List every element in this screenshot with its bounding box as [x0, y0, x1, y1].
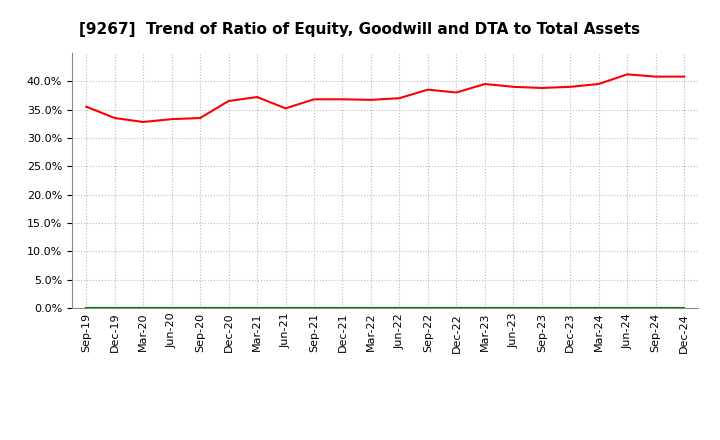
- Deferred Tax Assets: [110, 305, 119, 311]
- Equity: [82, 104, 91, 109]
- Line: Equity: Equity: [86, 74, 684, 122]
- Equity: [566, 84, 575, 89]
- Equity: [680, 74, 688, 79]
- Deferred Tax Assets: [537, 305, 546, 311]
- Goodwill: [566, 305, 575, 311]
- Goodwill: [338, 305, 347, 311]
- Goodwill: [139, 305, 148, 311]
- Goodwill: [595, 305, 603, 311]
- Text: [9267]  Trend of Ratio of Equity, Goodwill and DTA to Total Assets: [9267] Trend of Ratio of Equity, Goodwil…: [79, 22, 641, 37]
- Goodwill: [110, 305, 119, 311]
- Deferred Tax Assets: [652, 305, 660, 311]
- Goodwill: [225, 305, 233, 311]
- Deferred Tax Assets: [480, 305, 489, 311]
- Equity: [652, 74, 660, 79]
- Goodwill: [652, 305, 660, 311]
- Equity: [338, 97, 347, 102]
- Equity: [480, 81, 489, 87]
- Equity: [509, 84, 518, 89]
- Deferred Tax Assets: [395, 305, 404, 311]
- Equity: [282, 106, 290, 111]
- Deferred Tax Assets: [423, 305, 432, 311]
- Equity: [537, 85, 546, 91]
- Deferred Tax Assets: [253, 305, 261, 311]
- Deferred Tax Assets: [338, 305, 347, 311]
- Equity: [139, 119, 148, 125]
- Goodwill: [452, 305, 461, 311]
- Deferred Tax Assets: [623, 305, 631, 311]
- Deferred Tax Assets: [282, 305, 290, 311]
- Goodwill: [480, 305, 489, 311]
- Deferred Tax Assets: [595, 305, 603, 311]
- Equity: [595, 81, 603, 87]
- Equity: [366, 97, 375, 103]
- Goodwill: [310, 305, 318, 311]
- Equity: [395, 95, 404, 101]
- Equity: [423, 87, 432, 92]
- Deferred Tax Assets: [167, 305, 176, 311]
- Goodwill: [423, 305, 432, 311]
- Equity: [196, 115, 204, 121]
- Goodwill: [167, 305, 176, 311]
- Deferred Tax Assets: [196, 305, 204, 311]
- Goodwill: [395, 305, 404, 311]
- Goodwill: [623, 305, 631, 311]
- Equity: [253, 95, 261, 100]
- Equity: [167, 117, 176, 122]
- Equity: [623, 72, 631, 77]
- Goodwill: [82, 305, 91, 311]
- Goodwill: [537, 305, 546, 311]
- Goodwill: [366, 305, 375, 311]
- Goodwill: [509, 305, 518, 311]
- Goodwill: [680, 305, 688, 311]
- Equity: [452, 90, 461, 95]
- Goodwill: [282, 305, 290, 311]
- Goodwill: [196, 305, 204, 311]
- Equity: [310, 97, 318, 102]
- Deferred Tax Assets: [310, 305, 318, 311]
- Deferred Tax Assets: [452, 305, 461, 311]
- Deferred Tax Assets: [139, 305, 148, 311]
- Deferred Tax Assets: [82, 305, 91, 311]
- Deferred Tax Assets: [366, 305, 375, 311]
- Goodwill: [253, 305, 261, 311]
- Deferred Tax Assets: [225, 305, 233, 311]
- Equity: [110, 115, 119, 121]
- Deferred Tax Assets: [509, 305, 518, 311]
- Deferred Tax Assets: [680, 305, 688, 311]
- Deferred Tax Assets: [566, 305, 575, 311]
- Equity: [225, 99, 233, 104]
